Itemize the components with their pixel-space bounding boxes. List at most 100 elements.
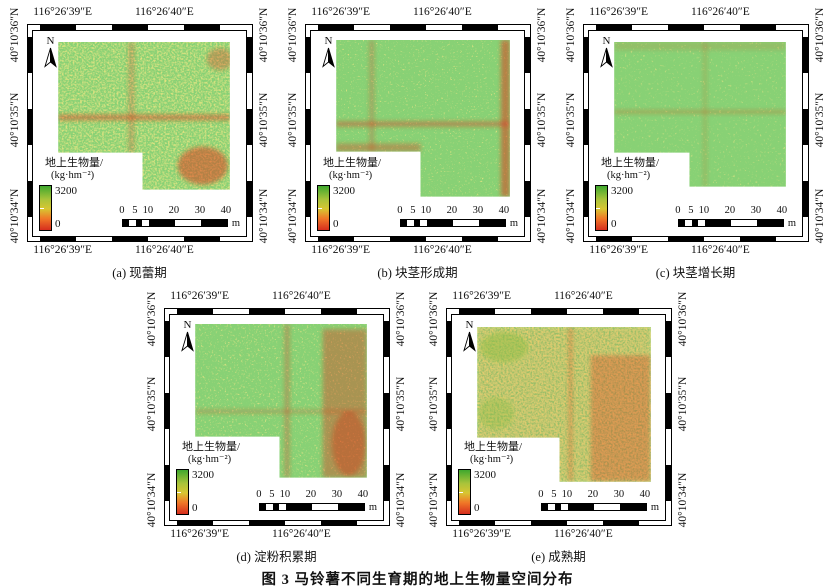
latitude-label: 40°10′36″N [9,7,21,63]
latitude-labels-right: 40°10′36″N 40°10′35″N 40°10′34″N [809,8,832,244]
scale-tick: 20 [587,488,599,500]
latitude-labels-right: 40°10′36″N 40°10′35″N 40°10′34″N [253,8,276,244]
legend: 地上生物量/ (kg·hm⁻²) 3200 0 [458,441,522,515]
legend-colorbar [458,468,471,515]
latitude-label: 40°10′35″N [814,92,826,148]
graticule-ticks-top [164,309,389,314]
scale-segment [691,220,699,226]
map-area: N 地上生物量/ (kg·hm⁻²) 3200 [310,29,525,237]
north-arrow: N [598,34,615,73]
longitude-label: 116°26′39″E [452,528,512,540]
scale-tick: 30 [472,204,484,216]
scale-unit: m [368,501,377,513]
scale-tick: 20 [168,204,180,216]
scale-bar-bar [258,503,365,511]
north-arrow: N [42,34,59,73]
north-label: N [324,34,333,47]
scale-tick: 30 [750,204,762,216]
latitude-labels-left: 40°10′36″N 40°10′35″N 40°10′34″N [141,292,164,528]
graticule-ticks-left [27,25,32,241]
scale-tick: 0 [538,488,544,500]
north-label: N [602,34,611,47]
scale-tick: 5 [269,488,275,500]
legend-values: 3200 0 [55,185,77,231]
longitude-label: 116°26′40″E [134,244,194,256]
latitude-label: 40°10′34″N [258,188,270,244]
legend-min-value: 0 [611,217,617,230]
map-middle-row: 40°10′36″N 40°10′35″N 40°10′34″N N [4,8,276,244]
legend-max-value: 3200 [611,184,633,197]
scale-segment [619,504,646,510]
legend-values: 3200 0 [333,185,355,231]
map-frame: N 地上生物量/ (kg·hm⁻²) 3200 [26,24,253,242]
graticule-ticks-top [305,25,530,30]
latitude-labels-left: 40°10′36″N 40°10′35″N 40°10′34″N [4,8,27,244]
longitude-label: 116°26′39″E [170,528,230,540]
latitude-labels-right: 40°10′36″N 40°10′35″N 40°10′34″N [672,292,695,528]
longitude-label: 116°26′40″E [134,6,194,18]
latitude-label: 40°10′34″N [146,472,158,528]
graticule-ticks-top [583,25,808,30]
scale-segment [285,504,312,510]
legend: 地上生物量/ (kg·hm⁻²) 3200 0 [317,157,381,231]
latitude-label: 40°10′35″N [287,92,299,148]
scale-bar-bar [677,219,784,227]
legend-values: 3200 0 [474,469,496,515]
scale-unit: m [509,217,518,229]
legend-units: (kg·hm⁻²) [188,454,232,466]
panel-label: (d) 淀粉积累期 [236,550,317,564]
scale-segment [698,220,705,226]
scale-tick: 20 [724,204,736,216]
north-label: N [183,318,192,331]
latitude-label: 40°10′34″N [287,188,299,244]
latitude-label: 40°10′36″N [677,291,689,347]
map-area: N 地上生物量/ (kg·hm⁻²) 3200 [451,313,666,521]
longitude-labels-bottom: 116°26′39″E 116°26′40″E [446,526,672,545]
scale-segment [142,220,149,226]
scale-segment [122,220,130,226]
scale-segment [561,504,568,510]
scale-segment [174,220,201,226]
longitude-label: 116°26′39″E [589,6,649,18]
longitude-label: 116°26′39″E [311,6,371,18]
map-frame: N 地上生物量/ (kg·hm⁻²) 3200 [582,24,809,242]
longitude-labels-top: 116°26′39″E 116°26′40″E [305,2,531,24]
legend-min-value: 0 [192,501,198,514]
scale-tick: 40 [220,204,232,216]
scale-segment [200,220,227,226]
panel-label: (c) 块茎增长期 [655,266,736,280]
north-label: N [46,34,55,47]
scale-tick: 0 [256,488,262,500]
scale-bar: 0 5 10 20 30 40 [397,204,518,229]
scale-bar-bar [540,503,647,511]
map-middle-row: 40°10′36″N 40°10′35″N 40°10′34″N N [141,292,413,528]
scale-bar-numbers: 0 5 10 20 30 40 [256,488,368,502]
legend-colorbar [595,184,608,231]
scale-segment [554,504,562,510]
biomass-raster-map [589,31,802,236]
legend-colorbar-row: 3200 0 [317,184,381,231]
latitude-label: 40°10′36″N [814,7,826,63]
scale-bar-numbers: 0 5 10 20 30 40 [538,488,650,502]
scale-bar-numbers: 0 5 10 20 30 40 [397,204,509,218]
scale-tick: 0 [397,204,403,216]
latitude-labels-left: 40°10′36″N 40°10′35″N 40°10′34″N [560,8,583,244]
longitude-label: 116°26′40″E [553,290,613,302]
scale-bar: 0 5 10 20 30 40 [675,204,796,229]
scale-bar-bar [121,219,228,227]
scale-tick: 40 [776,204,788,216]
latitude-label: 40°10′35″N [677,376,689,432]
legend: 地上生物量/ (kg·hm⁻²) 3200 0 [595,157,659,231]
graticule-ticks-right [247,25,252,241]
scale-bar-bar-row: m [540,502,659,513]
legend-max-value: 3200 [333,184,355,197]
map-area: N 地上生物量/ (kg·hm⁻²) 3200 [588,29,803,237]
biomass-raster-map [311,31,524,236]
graticule-ticks-right [803,25,808,241]
north-arrow-icon [463,331,476,352]
graticule-ticks-bottom [305,236,530,241]
longitude-label: 116°26′40″E [271,528,331,540]
panel-label: (b) 块茎形成期 [377,266,458,280]
longitude-label: 116°26′40″E [690,6,750,18]
